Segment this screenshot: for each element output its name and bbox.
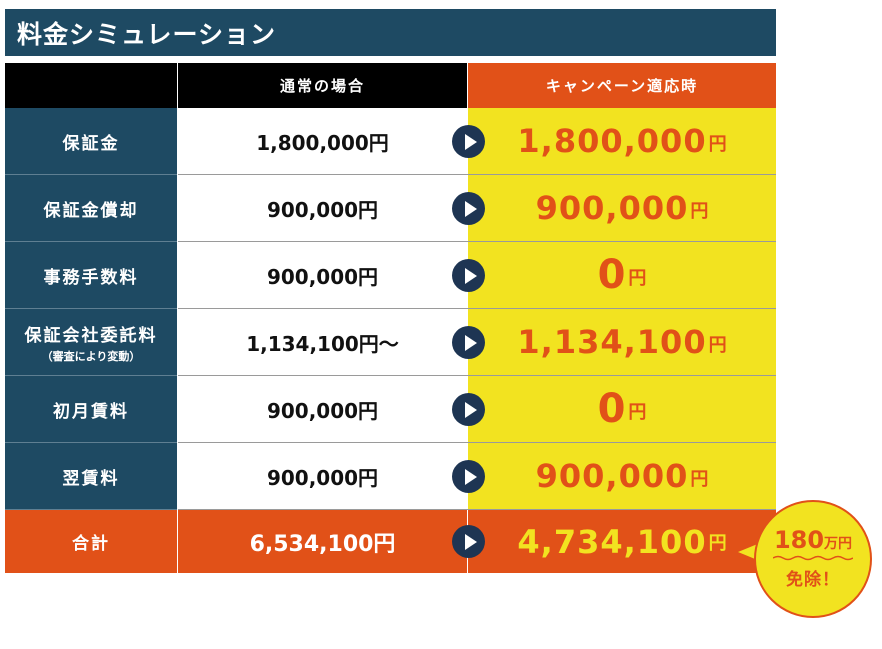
campaign-price: 900,000 <box>535 189 689 227</box>
normal-price: 900,000円 <box>178 376 467 442</box>
play-arrow-icon <box>452 326 485 359</box>
badge-text: 免除！ <box>786 570 840 590</box>
campaign-unit: 円 <box>628 402 647 423</box>
campaign-price: 1,134,100 <box>517 323 707 361</box>
total-row: 合計 6,534,100円 4,734,100 円 <box>5 510 776 573</box>
normal-price: 900,000円 <box>178 175 467 241</box>
row-divider <box>178 375 776 376</box>
row-label-cell: 保証金 <box>5 108 177 174</box>
row-label-cell: 保証会社委託料 （審査により変動） <box>5 309 177 375</box>
play-arrow-icon <box>452 460 485 493</box>
total-campaign-price-cell: 4,734,100 円 <box>468 510 776 573</box>
row-divider <box>5 308 177 309</box>
price-simulation-table: 通常の場合 キャンペーン適応時 保証金 1,800,000円 1,800,000… <box>5 63 776 573</box>
row-divider <box>5 509 177 510</box>
campaign-price: 0 <box>597 252 627 298</box>
campaign-price-cell: 1,800,000 円 <box>468 108 776 174</box>
campaign-price: 900,000 <box>535 457 689 495</box>
row-label: 初月賃料 <box>53 401 129 422</box>
header-blank <box>5 63 177 108</box>
campaign-price-cell: 900,000 円 <box>468 443 776 509</box>
total-label-cell: 合計 <box>5 510 177 573</box>
badge-amount: 180 <box>773 526 825 554</box>
row-label: 事務手数料 <box>43 267 139 288</box>
row-label-cell: 事務手数料 <box>5 242 177 308</box>
play-arrow-icon <box>452 192 485 225</box>
campaign-unit: 円 <box>690 201 709 222</box>
table-row: 初月賃料 900,000円 0 円 <box>5 376 776 442</box>
play-arrow-icon <box>452 259 485 292</box>
header-campaign: キャンペーン適応時 <box>468 63 776 108</box>
total-label: 合計 <box>72 534 110 554</box>
row-divider <box>178 308 776 309</box>
total-normal-price: 6,534,100円 <box>178 510 467 573</box>
campaign-unit: 円 <box>628 268 647 289</box>
normal-price: 1,800,000円 <box>178 108 467 174</box>
campaign-unit: 円 <box>708 533 727 554</box>
row-divider <box>5 174 177 175</box>
campaign-price: 0 <box>597 386 627 432</box>
play-arrow-icon <box>452 393 485 426</box>
row-label: 保証会社委託料 <box>24 325 158 346</box>
play-arrow-icon <box>452 525 485 558</box>
normal-price: 900,000円 <box>178 242 467 308</box>
campaign-unit: 円 <box>708 335 727 356</box>
campaign-price: 1,800,000 <box>517 122 707 160</box>
badge-amount-line: 180万円 <box>774 528 852 553</box>
table-row: 事務手数料 900,000円 0 円 <box>5 242 776 308</box>
wave-underline <box>773 555 853 561</box>
campaign-unit: 円 <box>690 469 709 490</box>
total-campaign-price: 4,734,100 <box>517 522 707 561</box>
row-label: 翌賃料 <box>62 468 120 489</box>
normal-price: 1,134,100円〜 <box>178 309 467 375</box>
row-label: 保証金 <box>62 133 120 154</box>
row-label-cell: 初月賃料 <box>5 376 177 442</box>
badge-unit: 万円 <box>824 536 853 552</box>
row-divider <box>178 509 776 510</box>
normal-price: 900,000円 <box>178 443 467 509</box>
header-normal: 通常の場合 <box>178 63 467 108</box>
row-divider <box>178 174 776 175</box>
row-label-note: （審査により変動） <box>41 349 141 363</box>
play-arrow-icon <box>452 125 485 158</box>
row-label-cell: 保証金償却 <box>5 175 177 241</box>
row-divider <box>178 442 776 443</box>
campaign-price-cell: 0 円 <box>468 242 776 308</box>
campaign-price-cell: 900,000 円 <box>468 175 776 241</box>
page-title: 料金シミュレーション <box>5 9 776 56</box>
table-row: 保証金償却 900,000円 900,000 円 <box>5 175 776 241</box>
discount-badge: 180万円 免除！ <box>754 500 872 618</box>
row-divider <box>5 442 177 443</box>
campaign-price-cell: 1,134,100 円 <box>468 309 776 375</box>
row-label-cell: 翌賃料 <box>5 443 177 509</box>
table-row: 翌賃料 900,000円 900,000 円 <box>5 443 776 509</box>
row-divider <box>178 241 776 242</box>
row-divider <box>5 241 177 242</box>
campaign-unit: 円 <box>708 134 727 155</box>
row-label: 保証金償却 <box>43 200 139 221</box>
table-row: 保証会社委託料 （審査により変動） 1,134,100円〜 1,134,100 … <box>5 309 776 375</box>
table-row: 保証金 1,800,000円 1,800,000 円 <box>5 108 776 174</box>
row-divider <box>5 375 177 376</box>
campaign-price-cell: 0 円 <box>468 376 776 442</box>
